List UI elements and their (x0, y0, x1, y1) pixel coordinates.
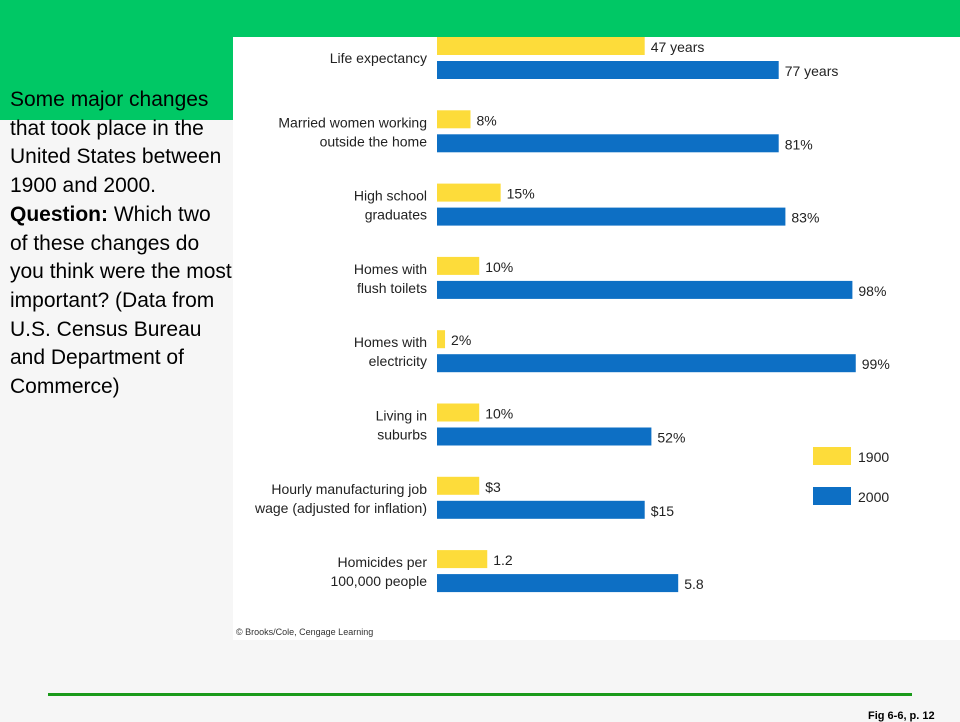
value-label-1900: 47 years (651, 39, 705, 55)
category-label: outside the home (320, 133, 428, 149)
legend-label-2000: 2000 (858, 489, 889, 505)
category-label: Married women working (278, 114, 427, 130)
value-label-1900: 8% (477, 112, 497, 128)
bar-1900 (437, 183, 501, 202)
category-label: suburbs (377, 427, 427, 443)
bar-2000 (437, 134, 779, 153)
category-label: graduates (365, 207, 427, 223)
value-label-1900: 10% (485, 406, 513, 422)
category-label: High school (354, 188, 427, 204)
bar-2000 (437, 500, 645, 519)
category-label: wage (adjusted for inflation) (254, 500, 427, 516)
category-label: Life expectancy (330, 50, 427, 66)
value-label-2000: 5.8 (684, 576, 704, 592)
bar-2000 (437, 280, 853, 299)
legend-swatch-1900 (813, 447, 851, 465)
question-label: Question: (10, 202, 108, 226)
category-label: Homes with (354, 261, 427, 277)
bar-1900 (437, 403, 480, 422)
category-label: Hourly manufacturing job (271, 481, 427, 497)
footer-rule (48, 693, 912, 696)
legend-label-1900: 1900 (858, 449, 889, 465)
category-label: Living in (376, 408, 427, 424)
intro-text: Some major changes that took place in th… (10, 88, 222, 198)
bar-2000 (437, 427, 652, 446)
value-label-2000: $15 (651, 503, 675, 519)
category-label: flush toilets (357, 280, 427, 296)
bar-1900 (437, 550, 488, 569)
value-label-1900: 2% (451, 332, 471, 348)
bar-1900 (437, 330, 446, 349)
category-label: Homicides per (338, 554, 428, 570)
category-label: 100,000 people (330, 573, 427, 589)
bar-chart: Life expectancy 47 years 77 years Married w… (236, 37, 890, 637)
value-label-2000: 83% (791, 210, 819, 226)
header-band (0, 0, 960, 37)
value-label-1900: 10% (485, 259, 513, 275)
chart-credit: © Brooks/Cole, Cengage Learning (236, 627, 373, 637)
value-label-1900: $3 (485, 479, 501, 495)
bar-1900 (437, 256, 480, 275)
bar-1900 (437, 110, 471, 129)
value-label-1900: 1.2 (493, 552, 513, 568)
category-label: electricity (369, 353, 427, 369)
question-text: Which two of these changes do you think … (10, 202, 232, 399)
slide-body-text: Some major changes that took place in th… (10, 86, 232, 402)
value-label-2000: 99% (862, 356, 890, 372)
value-label-2000: 77 years (785, 63, 839, 79)
value-label-2000: 81% (785, 136, 813, 152)
bar-2000 (437, 574, 679, 593)
bar-2000 (437, 61, 779, 79)
figure-label: Fig 6-6, p. 12 (868, 710, 935, 722)
bar-1900 (437, 37, 645, 55)
bar-2000 (437, 354, 856, 373)
value-label-2000: 98% (858, 283, 886, 299)
bar-1900 (437, 476, 480, 495)
value-label-1900: 15% (507, 186, 535, 202)
value-label-2000: 52% (657, 430, 685, 446)
bar-2000 (437, 207, 786, 226)
title-block (0, 37, 233, 120)
legend-swatch-2000 (813, 487, 851, 505)
category-label: Homes with (354, 334, 427, 350)
